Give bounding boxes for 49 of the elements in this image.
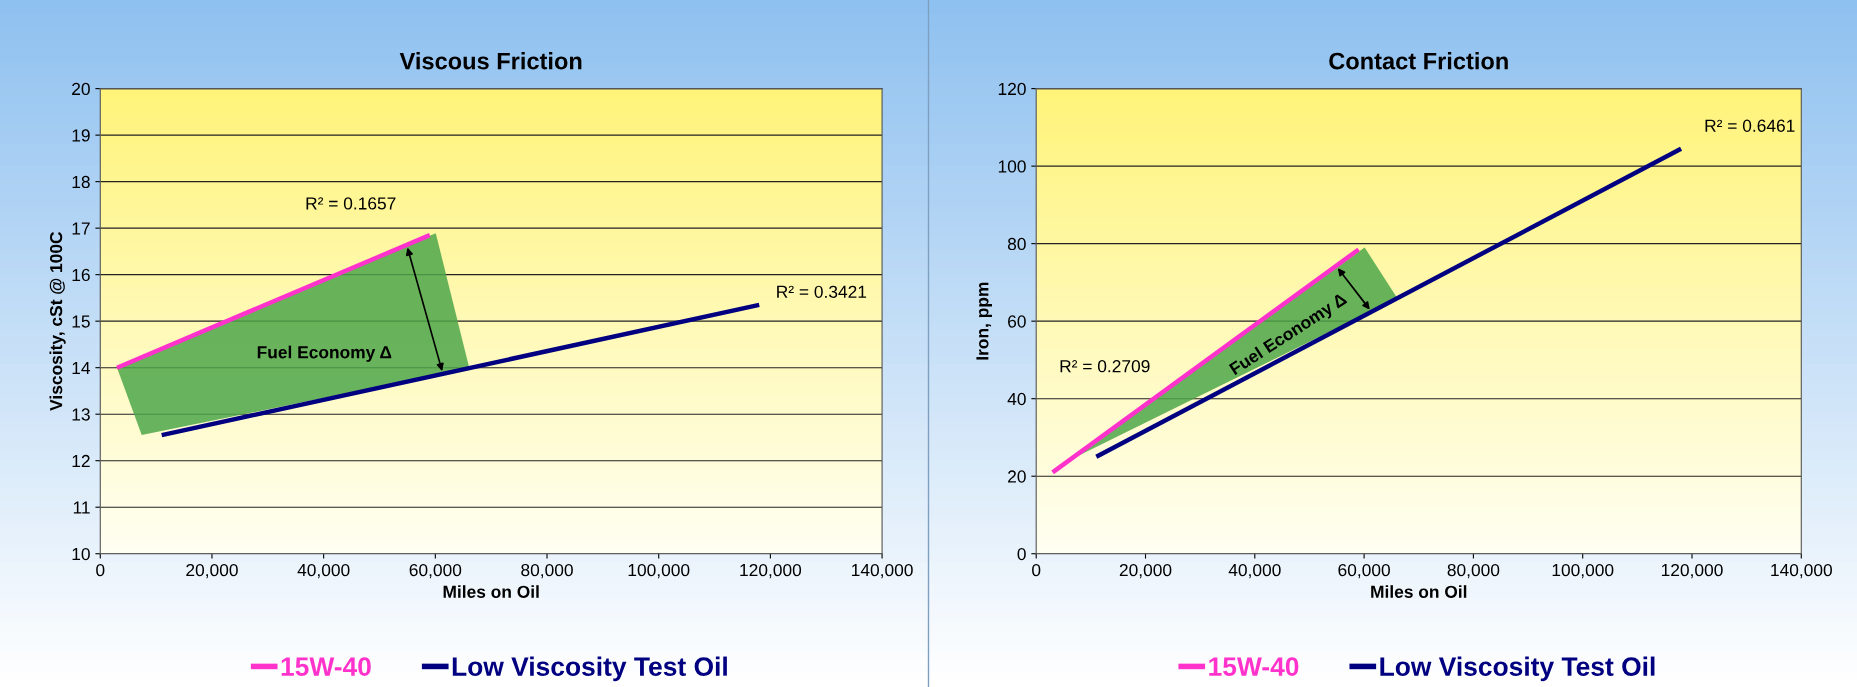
legend-label: 15W-40 <box>1209 657 1299 676</box>
legend-label: Low Viscosity Test Oil <box>1380 656 1655 682</box>
y-tick-label: 12 <box>72 454 90 467</box>
x-tick-label: 40,000 <box>1228 563 1281 579</box>
y-axis-title: Iron, ppm <box>976 282 992 360</box>
y-tick-label: 14 <box>72 362 91 374</box>
chart-title: Contact Friction <box>1329 52 1508 70</box>
annotation: R² = 0.3421 <box>777 285 867 298</box>
y-tick-label: 80 <box>1007 237 1026 251</box>
y-axis-title: Viscosity, cSt @ 100C <box>49 231 66 411</box>
y-tick-label: 60 <box>1008 315 1026 328</box>
y-tick-label: 100 <box>998 160 1026 173</box>
x-tick-label: 120,000 <box>740 563 802 579</box>
y-tick-label: 40 <box>1007 392 1026 406</box>
x-axis-title: Miles on Oil <box>443 585 539 598</box>
x-tick-label: 20,000 <box>1119 563 1172 579</box>
annotation: R² = 0.1657 <box>306 197 396 210</box>
x-tick-label: 80,000 <box>521 563 573 579</box>
x-tick-label: 60,000 <box>409 563 462 579</box>
x-tick-label: 20,000 <box>186 563 238 579</box>
annotation: Fuel Economy Δ <box>257 345 392 362</box>
x-tick-label: 120,000 <box>1661 563 1723 579</box>
x-tick-label: 80,000 <box>1447 563 1500 579</box>
y-tick-label: 19 <box>72 129 90 142</box>
x-axis-title: Miles on Oil <box>1371 585 1467 598</box>
y-tick-label: 20 <box>72 82 90 96</box>
y-tick-label: 20 <box>1008 470 1026 483</box>
x-tick-label: 140,000 <box>852 563 913 579</box>
legend-label: 15W-40 <box>281 657 371 676</box>
x-tick-label: 0 <box>96 563 105 577</box>
y-tick-label: 0 <box>1017 547 1026 561</box>
x-tick-label: 100,000 <box>628 563 690 579</box>
y-tick-label: 16 <box>72 268 90 282</box>
y-tick-label: 17 <box>72 222 90 235</box>
x-tick-label: 0 <box>1032 563 1041 577</box>
x-tick-label: 40,000 <box>297 563 350 579</box>
y-tick-label: 120 <box>998 82 1026 96</box>
x-tick-label: 140,000 <box>1771 563 1832 579</box>
x-tick-label: 60,000 <box>1338 563 1390 579</box>
annotation: R² = 0.6461 <box>1705 119 1795 132</box>
y-tick-label: 13 <box>72 408 90 421</box>
y-tick-label: 18 <box>72 175 90 189</box>
annotation: R² = 0.2709 <box>1060 360 1150 373</box>
legend-label: Low Viscosity Test Oil <box>452 656 727 682</box>
y-tick-label: 11 <box>73 501 90 514</box>
x-tick-label: 100,000 <box>1552 563 1614 579</box>
chart-title: Viscous Friction <box>399 52 582 70</box>
y-tick-label: 15 <box>72 315 90 328</box>
y-tick-label: 10 <box>72 547 90 561</box>
